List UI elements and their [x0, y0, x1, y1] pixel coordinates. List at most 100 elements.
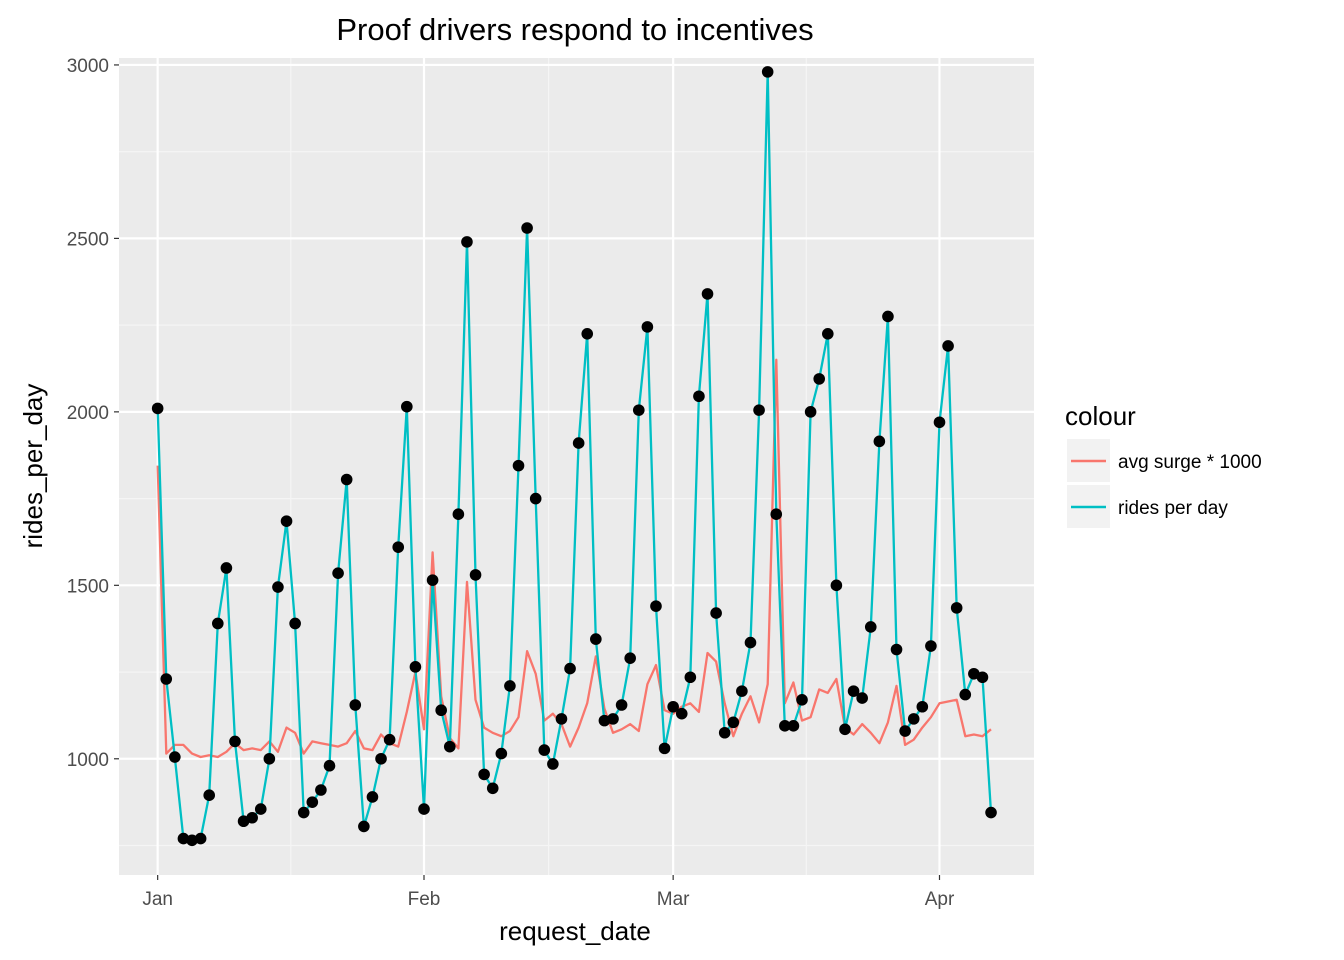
data-point: [684, 671, 697, 684]
data-point: [770, 508, 783, 521]
legend: colour avg surge * 1000 rides per day: [1065, 401, 1262, 528]
data-point: [744, 636, 757, 649]
data-point: [504, 680, 516, 692]
data-point: [658, 742, 671, 755]
data-point: [718, 726, 731, 739]
x-axis-title: request_date: [499, 916, 651, 946]
data-point: [864, 621, 877, 633]
data-point: [667, 700, 679, 713]
data-point: [177, 832, 190, 845]
data-point: [435, 704, 447, 717]
data-point: [452, 508, 465, 521]
data-point: [976, 671, 989, 684]
data-point: [426, 574, 439, 586]
chart-title: Proof drivers respond to incentives: [336, 12, 813, 47]
data-point: [366, 791, 379, 803]
data-point: [753, 404, 765, 416]
series-line-avg-surge: [156, 358, 992, 759]
data-point: [375, 752, 387, 765]
data-point: [572, 437, 585, 449]
data-point: [710, 607, 722, 619]
data-point: [950, 602, 963, 614]
data-point: [632, 404, 645, 416]
y-tick-label: 3000: [67, 56, 109, 77]
data-point: [486, 782, 499, 795]
data-point: [332, 567, 344, 579]
data-point: [942, 340, 954, 352]
data-point: [212, 617, 224, 630]
data-point: [607, 713, 619, 725]
data-point: [959, 688, 972, 701]
x-axis: Jan Feb Mar Apr: [142, 875, 955, 910]
data-point: [830, 579, 843, 592]
legend-label-rides: rides per day: [1118, 498, 1228, 519]
data-point: [882, 310, 894, 323]
data-point: [590, 633, 602, 645]
data-point: [779, 720, 791, 732]
legend-title: colour: [1065, 401, 1136, 431]
data-point: [418, 803, 430, 815]
data-point: [787, 720, 800, 732]
legend-label-surge: avg surge * 1000: [1118, 452, 1262, 473]
data-point: [727, 716, 740, 729]
x-tick-label: Jan: [142, 889, 173, 910]
data-point: [555, 713, 568, 725]
data-point: [151, 402, 164, 415]
data-point: [899, 725, 911, 737]
data-point: [650, 600, 662, 612]
series-line-rides-per-day: [156, 70, 993, 842]
data-point: [203, 789, 216, 802]
data-point: [358, 820, 370, 833]
data-point: [315, 784, 327, 796]
y-tick-label: 2000: [67, 403, 109, 424]
plot-panel: [119, 58, 1034, 875]
data-point: [169, 751, 181, 763]
data-point: [461, 236, 473, 248]
data-point: [693, 390, 705, 403]
data-point: [340, 473, 353, 486]
data-point: [409, 661, 422, 673]
data-point: [813, 373, 826, 385]
data-point: [383, 733, 396, 746]
data-point: [822, 328, 834, 340]
data-point: [521, 222, 533, 234]
y-tick-label: 1000: [67, 750, 109, 771]
data-point: [529, 492, 542, 505]
data-point: [873, 435, 886, 448]
data-point: [581, 328, 594, 340]
x-tick-label: Apr: [925, 889, 955, 910]
data-point: [443, 740, 456, 753]
data-point: [392, 541, 405, 553]
data-point: [289, 617, 301, 630]
data-point: [297, 806, 310, 819]
data-point: [160, 673, 173, 685]
y-axis-title: rides_per_day: [18, 384, 48, 549]
data-point: [186, 834, 198, 847]
data-point: [736, 685, 748, 697]
data-point: [761, 66, 774, 78]
data-point: [564, 662, 576, 675]
data-point: [701, 288, 714, 300]
data-point: [985, 806, 997, 819]
data-point: [306, 796, 319, 808]
data-points: [151, 66, 997, 847]
data-point: [615, 699, 628, 711]
x-tick-label: Feb: [408, 889, 441, 910]
data-point: [246, 811, 258, 824]
data-point: [478, 768, 490, 781]
data-point: [675, 707, 688, 720]
data-point: [469, 569, 482, 581]
y-tick-label: 2500: [67, 229, 109, 250]
data-point: [641, 321, 654, 333]
data-point: [624, 652, 636, 664]
data-point: [254, 803, 267, 815]
data-point: [916, 700, 929, 713]
data-point: [598, 714, 611, 727]
data-point: [229, 735, 241, 748]
data-point: [349, 699, 362, 711]
data-point: [547, 758, 559, 770]
data-point: [272, 581, 284, 593]
data-point: [280, 515, 293, 527]
data-point: [401, 400, 413, 413]
